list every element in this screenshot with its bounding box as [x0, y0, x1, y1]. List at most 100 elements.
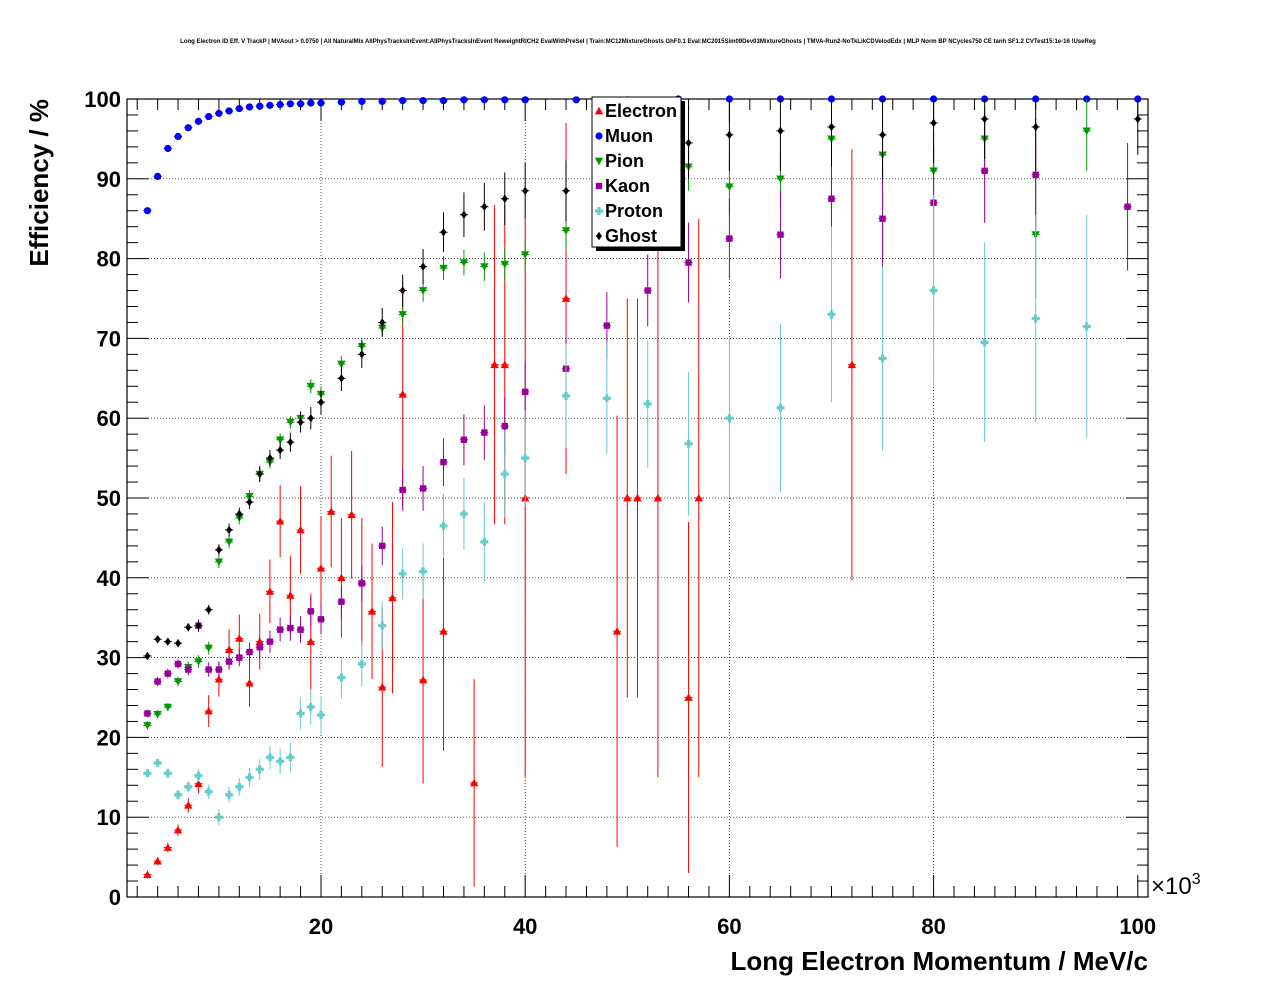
data-point — [563, 186, 570, 195]
x-tick-label: 60 — [717, 914, 741, 939]
data-point — [225, 658, 233, 665]
x-tick-labels: 20 40 60 80 100 — [309, 914, 1156, 939]
x-tick-label: 20 — [309, 914, 333, 939]
data-point — [307, 99, 315, 107]
data-point — [164, 637, 171, 646]
data-point — [439, 96, 448, 105]
data-point — [594, 106, 604, 115]
y-tick-label: 90 — [97, 167, 121, 192]
data-point — [306, 637, 315, 645]
data-point — [235, 782, 244, 791]
data-point — [174, 132, 182, 141]
data-point — [245, 773, 254, 782]
y-tick-label: 40 — [97, 566, 121, 591]
data-point — [245, 678, 254, 687]
data-point — [929, 286, 938, 295]
data-point — [777, 231, 784, 238]
data-point — [521, 96, 529, 104]
data-point — [1124, 203, 1131, 210]
data-point — [623, 493, 632, 502]
data-point — [980, 338, 989, 347]
y-tick-label: 30 — [97, 646, 121, 671]
data-point — [439, 627, 448, 635]
data-point — [337, 573, 346, 582]
data-point — [275, 436, 285, 444]
data-point — [317, 99, 325, 107]
data-point — [981, 167, 988, 175]
data-point — [1082, 322, 1091, 331]
data-point — [685, 138, 692, 148]
data-point — [440, 458, 447, 466]
data-point — [725, 183, 734, 191]
data-point — [204, 644, 213, 653]
data-point — [175, 639, 182, 648]
data-point — [338, 374, 345, 383]
data-point — [776, 403, 785, 412]
data-point — [500, 260, 509, 269]
data-point — [306, 382, 315, 391]
data-point — [1082, 127, 1091, 136]
data-point — [358, 350, 365, 359]
data-point — [143, 870, 152, 879]
data-point — [644, 287, 651, 294]
data-point — [236, 654, 243, 661]
data-point — [459, 259, 469, 267]
data-point — [163, 703, 173, 712]
data-point — [307, 414, 314, 423]
data-point — [500, 470, 509, 479]
data-point — [562, 391, 571, 400]
data-point — [612, 627, 622, 635]
data-point — [235, 104, 243, 113]
data-point — [174, 660, 182, 668]
data-point — [255, 765, 264, 774]
data-point — [379, 318, 386, 327]
data-point — [399, 486, 406, 494]
data-point — [214, 674, 224, 683]
y-tick-label: 0 — [109, 885, 121, 910]
series-muon — [143, 95, 1142, 215]
data-point — [276, 626, 284, 633]
data-point — [174, 790, 183, 799]
data-point — [596, 231, 602, 241]
data-point — [153, 758, 162, 767]
data-point — [225, 107, 233, 115]
data-point — [1134, 114, 1141, 124]
data-point — [185, 666, 192, 673]
data-point — [776, 175, 785, 183]
data-point — [561, 294, 571, 302]
data-point — [878, 354, 887, 363]
data-point — [224, 538, 234, 547]
data-point — [440, 228, 447, 237]
data-point — [595, 132, 603, 140]
y-axis-title: Efficiency / % — [24, 99, 54, 267]
data-point — [777, 126, 784, 136]
data-point — [358, 580, 366, 587]
data-point — [306, 703, 315, 712]
data-point — [347, 510, 356, 519]
data-point — [214, 813, 223, 822]
data-point — [317, 616, 325, 623]
data-point — [399, 286, 406, 295]
data-point — [307, 608, 314, 615]
data-point — [185, 623, 192, 632]
data-point — [357, 659, 366, 668]
data-point — [204, 787, 213, 796]
data-point — [419, 567, 428, 576]
data-point — [643, 399, 652, 408]
data-point — [173, 678, 183, 686]
data-point — [184, 124, 192, 132]
data-point — [163, 843, 173, 851]
series-proton — [143, 194, 1091, 826]
data-point — [215, 666, 223, 673]
data-point — [480, 537, 489, 546]
data-point — [205, 666, 212, 673]
data-point — [595, 207, 604, 215]
data-point — [418, 287, 428, 295]
data-point — [164, 670, 172, 677]
legend-label-kaon: Kaon — [605, 176, 650, 196]
data-point — [287, 624, 294, 632]
x-axis-title: Long Electron Momentum / MeV/c — [731, 946, 1148, 976]
legend-items: Electron Muon Pion Kaon Proton Ghost — [594, 101, 677, 246]
data-point — [143, 722, 152, 730]
data-point — [481, 202, 488, 211]
